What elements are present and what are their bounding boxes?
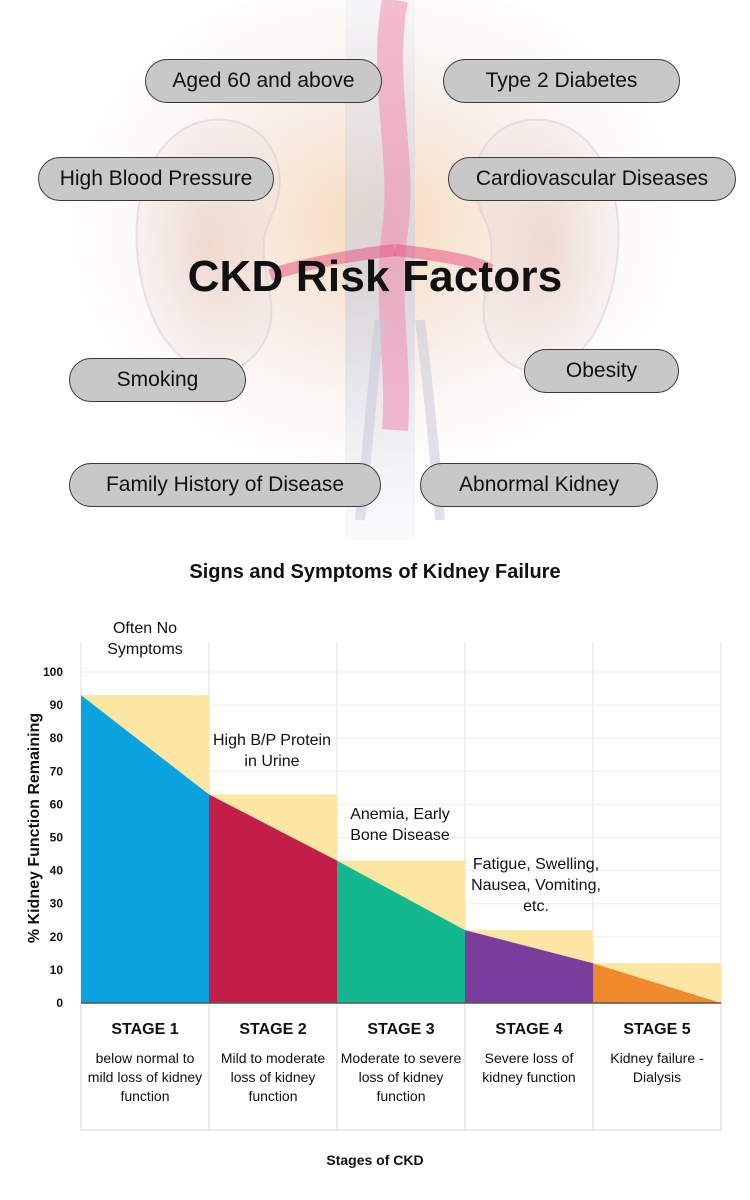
- stage-table: [80, 1002, 722, 1131]
- y-tick-label: 60: [50, 797, 64, 811]
- y-tick-label: 10: [50, 963, 64, 977]
- stage-label: STAGE 1: [111, 1021, 179, 1038]
- stage-label: STAGE 4: [495, 1021, 563, 1038]
- y-tick-label: 30: [50, 897, 64, 911]
- risk-factor-pill: Cardiovascular Diseases: [448, 157, 736, 201]
- stage-area: [209, 794, 337, 1003]
- y-tick-label: 50: [50, 831, 64, 845]
- stage-area: [81, 695, 209, 1003]
- risk-factor-pill: Abnormal Kidney: [420, 463, 658, 507]
- stage-description: Severe loss of kidney function: [482, 1050, 576, 1085]
- y-tick-label: 80: [50, 731, 64, 745]
- x-axis-label: Stages of CKD: [326, 1152, 424, 1168]
- y-tick-label: 20: [50, 930, 64, 944]
- infographic-title: CKD Risk Factors: [187, 252, 563, 301]
- stage-area: [465, 930, 593, 1003]
- y-tick-label: 40: [50, 864, 64, 878]
- y-tick-label: 90: [50, 698, 64, 712]
- stage-description: Kidney failure - Dialysis: [610, 1050, 704, 1085]
- symptom-annotation: Often No Symptoms: [107, 620, 183, 658]
- risk-factor-pill: Aged 60 and above: [145, 59, 382, 103]
- risk-factor-pill: Obesity: [524, 349, 679, 393]
- symptom-annotation: Anemia, Early Bone Disease: [350, 806, 450, 844]
- risk-factor-pill: Type 2 Diabetes: [443, 59, 680, 103]
- stage-upper-band: [465, 930, 593, 964]
- stage-area: [337, 860, 465, 1003]
- y-axis-label: % Kidney Function Remaining: [26, 713, 43, 943]
- stage-upper-band: [81, 695, 209, 795]
- y-axis-ticks: 0 10 20 30 40 50 60 70 80 90 100: [43, 665, 63, 1010]
- y-tick-label: 100: [43, 665, 63, 679]
- symptom-annotation: Fatigue, Swelling, Nausea, Vomiting, etc…: [471, 856, 601, 915]
- stage-area: [593, 963, 721, 1003]
- stage-label: STAGE 5: [623, 1021, 691, 1038]
- risk-factor-pill: Family History of Disease: [69, 463, 381, 507]
- y-tick-label: 70: [50, 764, 64, 778]
- symptom-annotation: High B/P Protein in Urine: [213, 732, 331, 770]
- stage-upper-band: [209, 794, 337, 861]
- stage-description: Moderate to severe loss of kidney functi…: [340, 1050, 462, 1104]
- risk-factors-infographic: Aged 60 and above Type 2 Diabetes High B…: [0, 0, 750, 540]
- stage-label: STAGE 3: [367, 1021, 435, 1038]
- risk-factor-pill: High Blood Pressure: [38, 157, 274, 201]
- stage-description: Mild to moderate loss of kidney function: [220, 1050, 326, 1104]
- risk-factor-pill: Smoking: [69, 358, 246, 402]
- chart-title: Signs and Symptoms of Kidney Failure: [189, 561, 561, 583]
- y-tick-label: 0: [56, 996, 63, 1010]
- stage-description: below normal to mild loss of kidney func…: [87, 1050, 203, 1104]
- stage-label: STAGE 2: [239, 1021, 307, 1038]
- chart-marks: [80, 695, 722, 1131]
